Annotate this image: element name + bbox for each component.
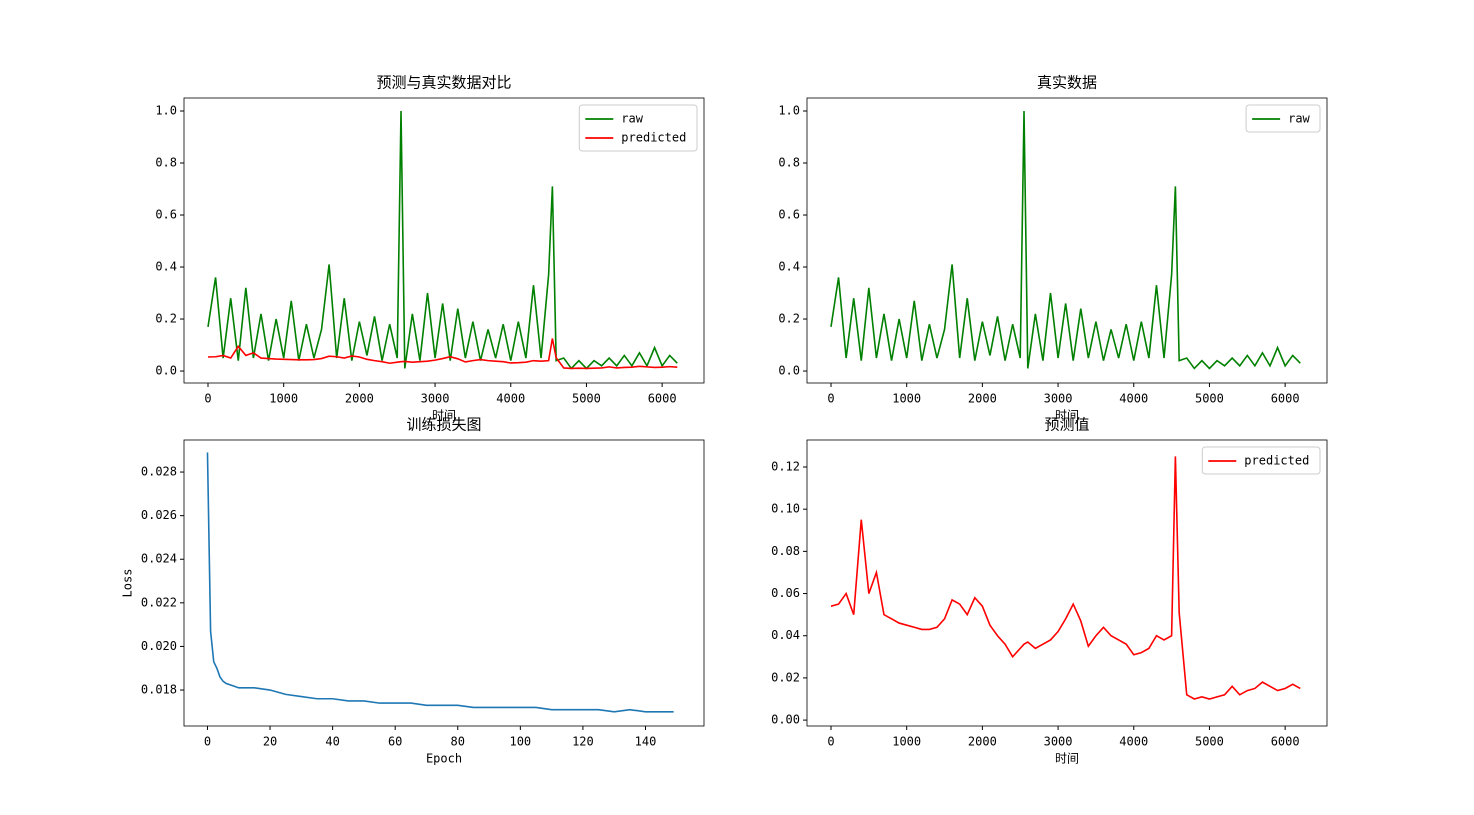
- legend-label: raw: [621, 112, 643, 126]
- legend: predicted: [1201, 446, 1321, 475]
- x-tick-label: 0: [827, 735, 834, 749]
- x-tick-label: 5000: [1195, 392, 1224, 406]
- series-line: [207, 338, 678, 370]
- axes-frame: [183, 439, 705, 727]
- x-tick-label: 6000: [1271, 735, 1300, 749]
- x-tick-label: 100: [509, 735, 531, 749]
- axes: 0 1000 2000 3000 4000 5000 6000 0.0 0.2 0.4 0.6 0.8…: [155, 74, 705, 423]
- x-axis-label: 时间: [1055, 752, 1079, 766]
- series-line: [207, 110, 678, 370]
- x-tick-label: 2000: [345, 392, 374, 406]
- x-tick-label: 6000: [648, 392, 677, 406]
- x-tick-label: 3000: [1044, 735, 1073, 749]
- series-line: [830, 456, 1301, 700]
- legend: raw predicted: [578, 104, 698, 152]
- axes-frame: [806, 439, 1328, 727]
- y-tick-label: 1.0: [155, 104, 177, 118]
- y-tick-label: 0.4: [155, 260, 177, 274]
- x-tick-label: 1000: [892, 735, 921, 749]
- series-line: [206, 452, 674, 713]
- x-tick-label: 3000: [1044, 392, 1073, 406]
- y-tick-label: 0.8: [778, 156, 800, 170]
- axes: 0 1000 2000 3000 4000 5000 6000 0.00 0.02 0.04 0.0…: [771, 416, 1328, 766]
- legend: raw: [1245, 104, 1321, 133]
- x-tick-label: 4000: [1119, 735, 1148, 749]
- y-tick-label: 0.02: [771, 670, 800, 684]
- y-tick-label: 0.026: [141, 508, 177, 522]
- x-tick-label: 0: [204, 735, 211, 749]
- legend-box: [578, 104, 698, 152]
- y-tick-label: 0.0: [778, 364, 800, 378]
- legend-box: [1201, 446, 1321, 475]
- x-tick-label: 140: [635, 735, 657, 749]
- x-axis-label: Epoch: [426, 752, 462, 766]
- axes-title: 预测与真实数据对比: [376, 74, 511, 92]
- legend-box: [1245, 104, 1321, 133]
- x-tick-label: 20: [263, 735, 277, 749]
- y-tick-label: 0.10: [771, 502, 800, 516]
- x-tick-label: 0: [827, 392, 834, 406]
- axes-frame: [183, 97, 705, 384]
- x-tick-label: 2000: [968, 392, 997, 406]
- y-tick-label: 0.6: [778, 208, 800, 222]
- x-tick-label: 0: [204, 392, 211, 406]
- x-tick-label: 120: [572, 735, 594, 749]
- legend-label: raw: [1288, 112, 1310, 126]
- y-tick-label: 0.06: [771, 586, 800, 600]
- legend-label: predicted: [1244, 454, 1309, 468]
- y-tick-label: 0.2: [155, 312, 177, 326]
- axes-frame: [806, 97, 1328, 384]
- axes-title: 真实数据: [1037, 74, 1097, 92]
- y-tick-label: 0.024: [141, 552, 177, 566]
- y-tick-label: 0.04: [771, 628, 800, 642]
- x-tick-label: 5000: [572, 392, 601, 406]
- y-tick-label: 0.08: [771, 544, 800, 558]
- y-tick-label: 0.2: [778, 312, 800, 326]
- y-axis-label: Loss: [121, 569, 135, 598]
- axes: 0 20 40 60 80 100 120 140 0.018 0.020 0.022 0.024 0.…: [121, 416, 705, 766]
- x-tick-label: 40: [325, 735, 339, 749]
- x-tick-label: 80: [451, 735, 465, 749]
- x-axis-label: 时间: [432, 409, 456, 423]
- x-tick-label: 6000: [1271, 392, 1300, 406]
- x-tick-label: 1000: [269, 392, 298, 406]
- y-tick-label: 1.0: [778, 104, 800, 118]
- x-tick-label: 60: [388, 735, 402, 749]
- y-tick-label: 0.020: [141, 639, 177, 653]
- y-tick-label: 0.4: [778, 260, 800, 274]
- axes-title: 训练损失图: [406, 416, 481, 434]
- y-tick-label: 0.8: [155, 156, 177, 170]
- axes-title: 预测值: [1044, 416, 1089, 434]
- y-tick-label: 0.6: [155, 208, 177, 222]
- x-tick-label: 4000: [1119, 392, 1148, 406]
- y-tick-label: 0.028: [141, 465, 177, 479]
- x-tick-label: 1000: [892, 392, 921, 406]
- x-tick-label: 3000: [421, 392, 450, 406]
- x-tick-label: 2000: [968, 735, 997, 749]
- x-tick-label: 4000: [496, 392, 525, 406]
- y-tick-label: 0.0: [155, 364, 177, 378]
- y-tick-label: 0.022: [141, 595, 177, 609]
- y-tick-label: 0.00: [771, 713, 800, 727]
- y-tick-label: 0.12: [771, 459, 800, 473]
- axes: 0 1000 2000 3000 4000 5000 6000 0.0 0.2 0.4 0.6 0.8…: [778, 74, 1328, 423]
- legend-label: predicted: [621, 131, 686, 145]
- y-tick-label: 0.018: [141, 683, 177, 697]
- x-tick-label: 5000: [1195, 735, 1224, 749]
- x-axis-label: 时间: [1055, 409, 1079, 423]
- series-line: [830, 110, 1301, 370]
